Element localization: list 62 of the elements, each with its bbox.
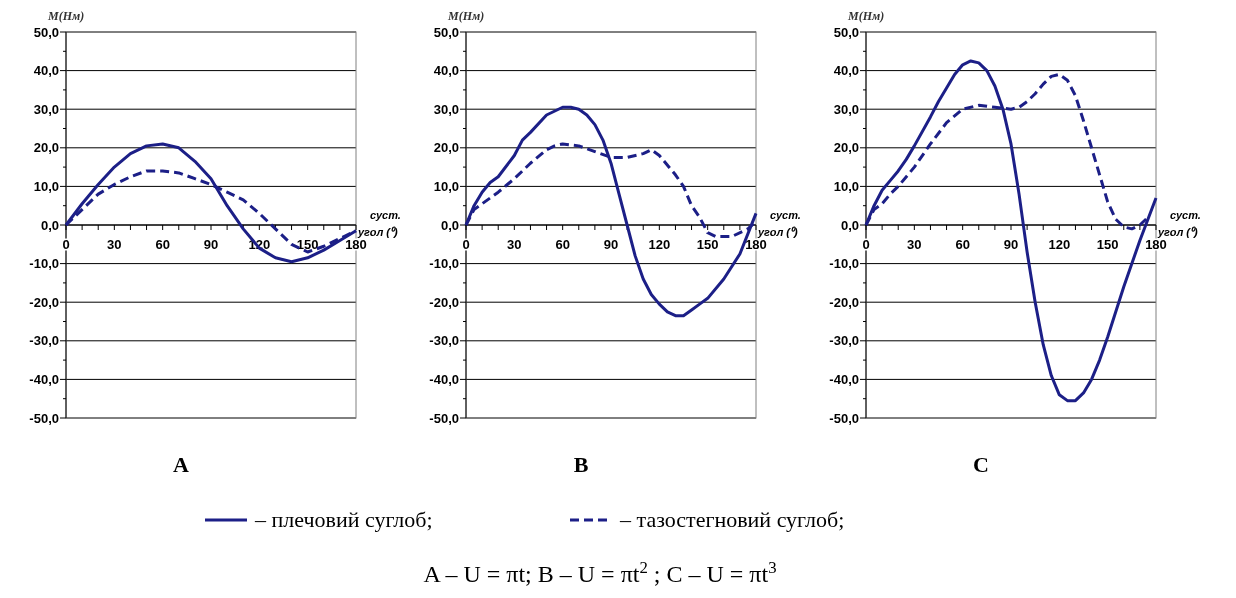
x-tick-label: 60 [555, 237, 570, 252]
x-tick-label: 30 [507, 237, 522, 252]
y-tick-label: -40,0 [429, 371, 459, 387]
x-tick-label: 150 [296, 237, 319, 252]
y-tick-label: 40,0 [833, 63, 859, 79]
y-tick-label: 0,0 [40, 217, 59, 233]
y-tick-label: -30,0 [829, 333, 859, 349]
x-tick-label: 30 [907, 237, 922, 252]
y-tick-label: -10,0 [429, 256, 459, 272]
y-tick-label: 10,0 [833, 178, 859, 194]
x-tick-label: 120 [1048, 237, 1071, 252]
text: A – U = πt; B – U = πt$^{2}$ ; C – U = πt$^{3}$ [423, 557, 777, 587]
x-tick-label: 120 [648, 237, 671, 252]
text: A [173, 452, 190, 477]
y-tick-label: 20,0 [833, 140, 859, 156]
x-tick-label: 180 [1145, 237, 1167, 252]
y-tick-label: 30,0 [833, 101, 859, 117]
x-tick-label: 150 [1096, 237, 1119, 252]
x-axis-title: суст. угол (⁰) [357, 209, 401, 238]
y-axis-title: M(Нм) [447, 9, 485, 23]
legend-label: – плечовий суглоб; [254, 507, 433, 532]
text: B [573, 452, 589, 477]
y-tick-label: 30,0 [33, 101, 59, 117]
text: C [973, 452, 989, 477]
y-tick-label: 50,0 [833, 24, 859, 40]
y-tick-label: -10,0 [29, 256, 59, 272]
x-tick-label: 180 [345, 237, 367, 252]
x-tick-label: 60 [155, 237, 170, 252]
x-tick-label: 60 [955, 237, 970, 252]
x-tick-label: 90 [203, 237, 219, 252]
y-tick-label: -20,0 [429, 294, 459, 310]
y-tick-label: 40,0 [33, 63, 59, 79]
y-tick-label: 20,0 [433, 140, 459, 156]
y-tick-label: -10,0 [829, 256, 859, 272]
x-axis-title: суст. угол (⁰) [757, 209, 801, 238]
y-tick-label: -40,0 [829, 371, 859, 387]
y-tick-label: 0,0 [840, 217, 859, 233]
y-axis-title: M(Нм) [47, 9, 85, 23]
y-tick-label: 50,0 [433, 24, 459, 40]
y-tick-label: -30,0 [29, 333, 59, 349]
y-tick-label: 40,0 [433, 63, 459, 79]
y-tick-label: 10,0 [33, 178, 59, 194]
x-tick-label: 90 [603, 237, 619, 252]
x-tick-label: 150 [696, 237, 719, 252]
y-axis-title: M(Нм) [847, 9, 885, 23]
x-tick-label: 180 [745, 237, 767, 252]
x-tick-label: 90 [1003, 237, 1019, 252]
y-tick-label: -20,0 [29, 294, 59, 310]
y-tick-label: 10,0 [433, 178, 459, 194]
x-tick-label: 30 [107, 237, 122, 252]
y-tick-label: -40,0 [29, 371, 59, 387]
y-tick-label: -50,0 [429, 410, 459, 426]
x-axis-title: суст. угол (⁰) [1157, 209, 1201, 238]
y-tick-label: -50,0 [29, 410, 59, 426]
y-tick-label: -20,0 [829, 294, 859, 310]
y-tick-label: -50,0 [829, 410, 859, 426]
y-tick-label: 0,0 [440, 217, 459, 233]
y-tick-label: 20,0 [33, 140, 59, 156]
y-tick-label: 30,0 [433, 101, 459, 117]
legend-label: – тазостегновий суглоб; [619, 507, 845, 532]
y-tick-label: -30,0 [429, 333, 459, 349]
y-tick-label: 50,0 [33, 24, 59, 40]
